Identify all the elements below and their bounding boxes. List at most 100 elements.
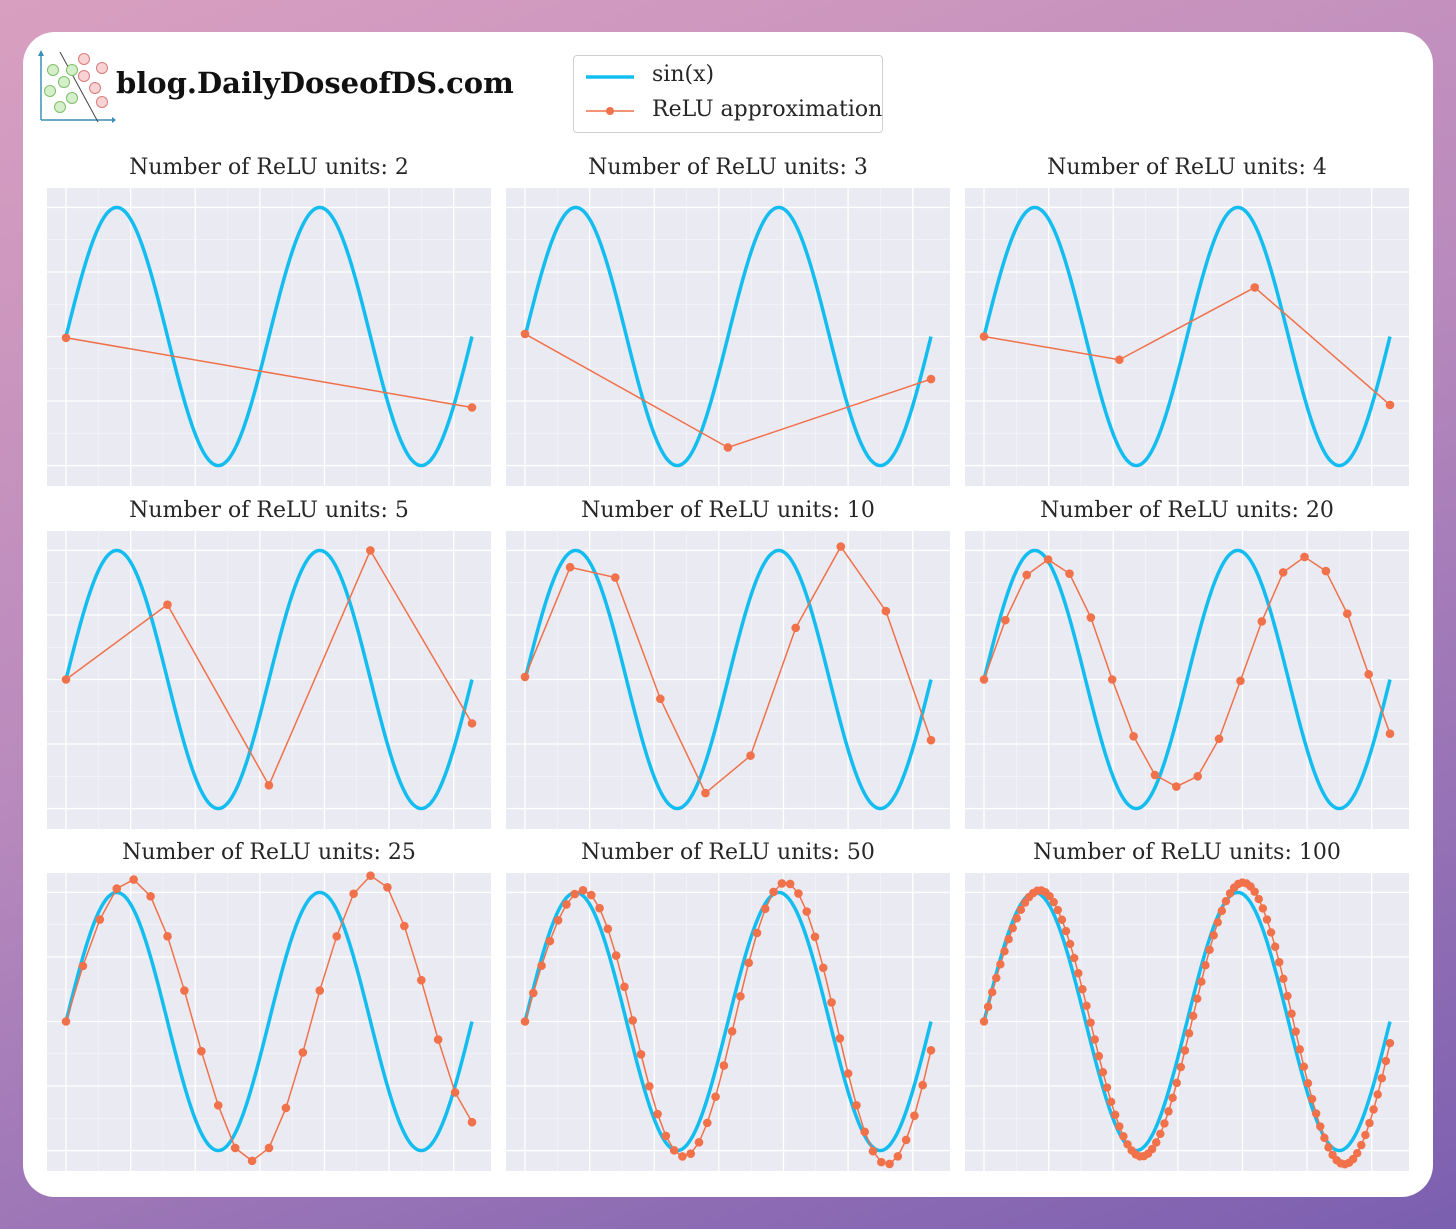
sin-series-line: [982, 548, 1392, 811]
relu-point: [213, 1101, 223, 1110]
relu-point: [744, 958, 754, 968]
legend-label-relu: ReLU approximation: [652, 97, 883, 122]
relu-point: [129, 875, 138, 884]
relu-point: [1209, 931, 1218, 940]
relu-point: [1004, 935, 1013, 944]
relu-point: [1000, 947, 1009, 956]
relu-point: [1053, 905, 1063, 915]
relu-point: [1278, 568, 1288, 577]
relu-point: [1065, 939, 1075, 949]
relu-point: [1115, 1122, 1124, 1131]
relu-point: [95, 915, 105, 924]
chart-panel-3: Number of ReLU units: 4: [965, 155, 1409, 486]
relu-point: [1119, 1132, 1128, 1141]
relu-point: [794, 889, 803, 898]
sin-series-line: [64, 205, 474, 468]
relu-point: [1275, 958, 1284, 967]
brand[interactable]: blog.DailyDoseofDS.com: [38, 50, 538, 125]
brand-text[interactable]: blog.DailyDoseofDS.com: [116, 66, 514, 100]
relu-point: [383, 882, 392, 892]
relu-point: [1262, 915, 1272, 924]
relu-point: [565, 562, 575, 572]
panel-title: Number of ReLU units: 3: [588, 155, 868, 180]
relu-point: [711, 1092, 720, 1102]
relu-point: [752, 928, 762, 938]
legend: sin(x) ReLU approximation: [573, 55, 883, 133]
relu-point: [1320, 1133, 1329, 1143]
relu-point: [416, 975, 426, 985]
scatter-classifier-logo-icon: [38, 50, 116, 123]
relu-point: [769, 887, 778, 897]
relu-series-line: [524, 545, 932, 795]
relu-point: [1299, 1062, 1309, 1071]
relu-point: [694, 1137, 704, 1147]
relu-point: [1364, 670, 1373, 679]
relu-series-line: [65, 337, 473, 409]
relu-point: [1090, 1035, 1099, 1044]
relu-point: [467, 403, 477, 412]
relu-point: [702, 1118, 712, 1128]
relu-point: [366, 546, 375, 555]
relu-point: [1217, 906, 1227, 916]
relu-point: [760, 904, 770, 914]
relu-point: [1385, 400, 1395, 410]
relu-point: [78, 961, 88, 971]
relu-point: [1086, 613, 1096, 622]
relu-point: [281, 1103, 291, 1113]
relu-point: [467, 1117, 477, 1127]
panel-title: Number of ReLU units: 50: [581, 840, 875, 865]
relu-point: [528, 988, 538, 998]
legend-item-relu: ReLU approximation: [574, 93, 882, 127]
relu-point: [1102, 1083, 1112, 1092]
relu-point: [1385, 729, 1395, 738]
relu-point: [1106, 1097, 1116, 1107]
panel-title: Number of ReLU units: 25: [122, 840, 416, 865]
relu-point: [1152, 1138, 1161, 1147]
relu-point: [1385, 1038, 1395, 1048]
relu-point: [1283, 991, 1292, 1001]
relu-point: [1184, 1029, 1194, 1038]
relu-point: [1168, 1093, 1177, 1103]
relu-point: [876, 1157, 886, 1167]
relu-point: [1193, 771, 1202, 781]
relu-point: [1316, 1122, 1325, 1131]
chart-panel-7: Number of ReLU units: 25: [47, 840, 491, 1171]
chart-panel-1: Number of ReLU units: 2: [47, 155, 491, 486]
panel-title: Number of ReLU units: 2: [129, 155, 409, 180]
relu-point: [1295, 1045, 1304, 1054]
relu-point: [1357, 1140, 1366, 1150]
relu-point: [1213, 918, 1222, 927]
relu-point: [1094, 1051, 1104, 1061]
chart-panel-6: Number of ReLU units: 20: [965, 498, 1409, 829]
relu-point: [1150, 770, 1160, 780]
relu-point: [1300, 552, 1309, 562]
relu-point: [1348, 1154, 1358, 1164]
relu-point: [678, 1152, 687, 1161]
relu-point: [264, 781, 274, 790]
relu-point: [979, 332, 989, 341]
relu-point: [611, 951, 621, 960]
relu-point: [836, 542, 846, 551]
relu-point: [1156, 1129, 1165, 1139]
relu-point: [595, 903, 604, 913]
relu-point: [349, 889, 358, 899]
relu-point: [520, 672, 530, 682]
relu-point: [61, 675, 71, 684]
relu-point: [332, 932, 341, 941]
relu-point: [1266, 928, 1276, 937]
relu-point: [1078, 985, 1087, 994]
relu-point: [1324, 1143, 1333, 1152]
relu-point: [1098, 1068, 1108, 1077]
relu-point: [835, 1034, 845, 1043]
relu-point: [603, 924, 613, 934]
relu-point: [983, 1002, 993, 1011]
chart-panel-2: Number of ReLU units: 3: [506, 155, 950, 486]
relu-point: [1164, 1107, 1173, 1116]
legend-relu-line-icon: [586, 107, 634, 115]
relu-point: [791, 623, 800, 633]
relu-point: [868, 1146, 878, 1156]
relu-point: [1221, 896, 1231, 906]
chart-panel-5: Number of ReLU units: 10: [506, 498, 950, 829]
relu-point: [1115, 355, 1124, 365]
relu-point: [620, 982, 629, 992]
